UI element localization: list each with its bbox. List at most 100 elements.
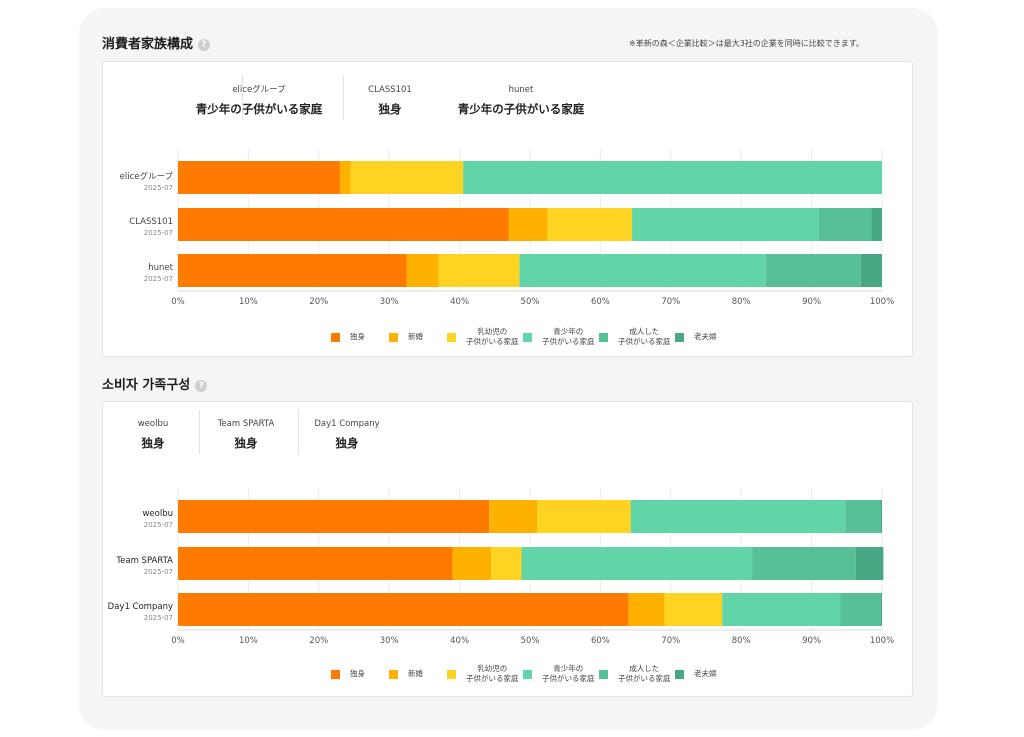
bar-segment[interactable] <box>178 161 340 194</box>
help-icon[interactable]: ? <box>195 380 208 392</box>
legend-label-line: 子供がいる家庭 <box>466 337 519 346</box>
bar-segment[interactable] <box>521 547 753 580</box>
dominant-family-type: 青少年の子供がいる家庭 <box>195 102 323 116</box>
x-tick-label: 70% <box>661 297 680 307</box>
bar-segment[interactable] <box>628 593 665 626</box>
legend-label: 成人した 子供がいる家庭 <box>618 327 671 347</box>
bar-segment[interactable] <box>860 254 882 287</box>
bar-segment[interactable] <box>880 500 882 533</box>
bar-segment[interactable] <box>880 593 882 626</box>
bar-segment[interactable] <box>818 208 872 241</box>
legend-label: 老夫婦 <box>694 332 717 342</box>
legend-item[interactable]: 成人した 子供がいる家庭 <box>599 664 675 684</box>
bar-segment[interactable] <box>463 161 882 194</box>
legend-label: 乳幼児の 子供がいる家庭 <box>466 327 519 347</box>
bar-segment[interactable] <box>178 593 629 626</box>
x-tick-label: 60% <box>591 297 610 307</box>
legend-label-line: 新婚 <box>408 669 423 678</box>
legend-label-line: 老夫婦 <box>694 332 717 341</box>
legend-swatch <box>389 669 398 679</box>
x-tick-label: 0% <box>171 297 185 307</box>
legend-item[interactable]: 新婚 <box>389 664 447 684</box>
bar-segment[interactable] <box>630 500 846 533</box>
bar-segment[interactable] <box>339 161 351 194</box>
company-name: eliceグループ <box>232 85 286 95</box>
dominant-family-type: 独身 <box>234 436 258 450</box>
bar-segment[interactable] <box>632 208 819 241</box>
row-date: 2025-07 <box>143 521 173 529</box>
legend-label: 青少年の 子供がいる家庭 <box>542 327 595 347</box>
bar-segment[interactable] <box>178 254 407 287</box>
dominant-family-type: 青少年の子供がいる家庭 <box>457 102 585 116</box>
legend-label: 独身 <box>350 669 365 679</box>
bar-segment[interactable] <box>871 208 882 241</box>
row-label: Team SPARTA 2025-07 <box>83 556 173 576</box>
bar-segment[interactable] <box>350 161 464 194</box>
row-label: weolbu 2025-07 <box>83 509 173 529</box>
x-tick-label: 80% <box>732 636 751 646</box>
x-tick-label: 10% <box>239 636 258 646</box>
legend-swatch <box>331 332 340 342</box>
row-date: 2025-07 <box>143 275 173 283</box>
row-label: eliceグループ 2025-07 <box>83 170 173 192</box>
legend-swatch <box>523 332 532 342</box>
legend-swatch <box>389 332 398 342</box>
comparison-note: ※革新の森＜企業比較＞は最大3社の企業を同時に比較できます。 <box>629 39 864 48</box>
legend-item[interactable]: 乳幼児の 子供がいる家庭 <box>447 327 523 347</box>
bar-segment[interactable] <box>406 254 439 287</box>
x-tick-label: 50% <box>521 297 540 307</box>
legend-item[interactable]: 青少年の 子供がいる家庭 <box>523 327 599 347</box>
x-tick-label: 70% <box>661 636 680 646</box>
x-tick-label: 100% <box>870 636 894 646</box>
company-summary: hunet 青少年の子供がいる家庭 <box>441 84 601 117</box>
bar-segment[interactable] <box>840 593 881 626</box>
bar-segment[interactable] <box>664 593 723 626</box>
family-composition-card-1: eliceグループ青少年の子供がいる家庭 CLASS101 独身 hunet 青少年の子… <box>102 61 913 357</box>
legend-swatch <box>675 669 684 679</box>
company-summary: Day1 Company 独身 <box>267 418 427 451</box>
row-date: 2025-07 <box>143 229 173 237</box>
bar-segment[interactable] <box>752 547 856 580</box>
legend-label-line: 子供がいる家庭 <box>542 337 595 346</box>
company-name: hunet <box>508 85 534 95</box>
x-tick-label: 0% <box>171 636 185 646</box>
legend-swatch <box>599 332 608 342</box>
legend-item[interactable]: 青少年の 子供がいる家庭 <box>523 664 599 684</box>
bar-segment[interactable] <box>537 500 631 533</box>
legend-item[interactable]: 老夫婦 <box>675 327 717 347</box>
legend-item[interactable]: 老夫婦 <box>675 664 717 684</box>
bar-segment[interactable] <box>178 500 490 533</box>
bar-segment[interactable] <box>438 254 520 287</box>
legend-label-line: 成人した <box>629 327 660 336</box>
bar-segment[interactable] <box>547 208 633 241</box>
legend-item[interactable]: 独身 <box>331 327 389 347</box>
x-tick-label: 20% <box>309 636 328 646</box>
legend-swatch <box>599 669 608 679</box>
legend-swatch <box>447 332 456 342</box>
legend-label: 老夫婦 <box>694 669 717 679</box>
bar-segment[interactable] <box>519 254 766 287</box>
legend-label-line: 青少年の <box>553 664 584 673</box>
bar-segment[interactable] <box>452 547 492 580</box>
bar-segment[interactable] <box>178 208 509 241</box>
bar-segment[interactable] <box>722 593 841 626</box>
row-company-name: CLASS101 <box>129 217 173 227</box>
bar-segment[interactable] <box>845 500 881 533</box>
legend-item[interactable]: 乳幼児の 子供がいる家庭 <box>447 664 523 684</box>
row-date: 2025-07 <box>143 614 173 622</box>
legend-item[interactable]: 成人した 子供がいる家庭 <box>599 327 675 347</box>
x-tick-label: 100% <box>870 297 894 307</box>
bar-segment[interactable] <box>178 547 453 580</box>
legend-item[interactable]: 独身 <box>331 664 389 684</box>
bar-segment[interactable] <box>491 547 522 580</box>
x-tick-label: 20% <box>309 297 328 307</box>
help-icon[interactable]: ? <box>198 39 211 51</box>
legend-item[interactable]: 新婚 <box>389 327 447 347</box>
legend-label-line: 乳幼児の <box>477 664 508 673</box>
legend-swatch <box>675 332 684 342</box>
bar-segment[interactable] <box>765 254 861 287</box>
bar-segment[interactable] <box>855 547 884 580</box>
section-title-2: 소비자 가족구성? <box>102 374 208 393</box>
bar-segment[interactable] <box>508 208 548 241</box>
bar-segment[interactable] <box>489 500 538 533</box>
